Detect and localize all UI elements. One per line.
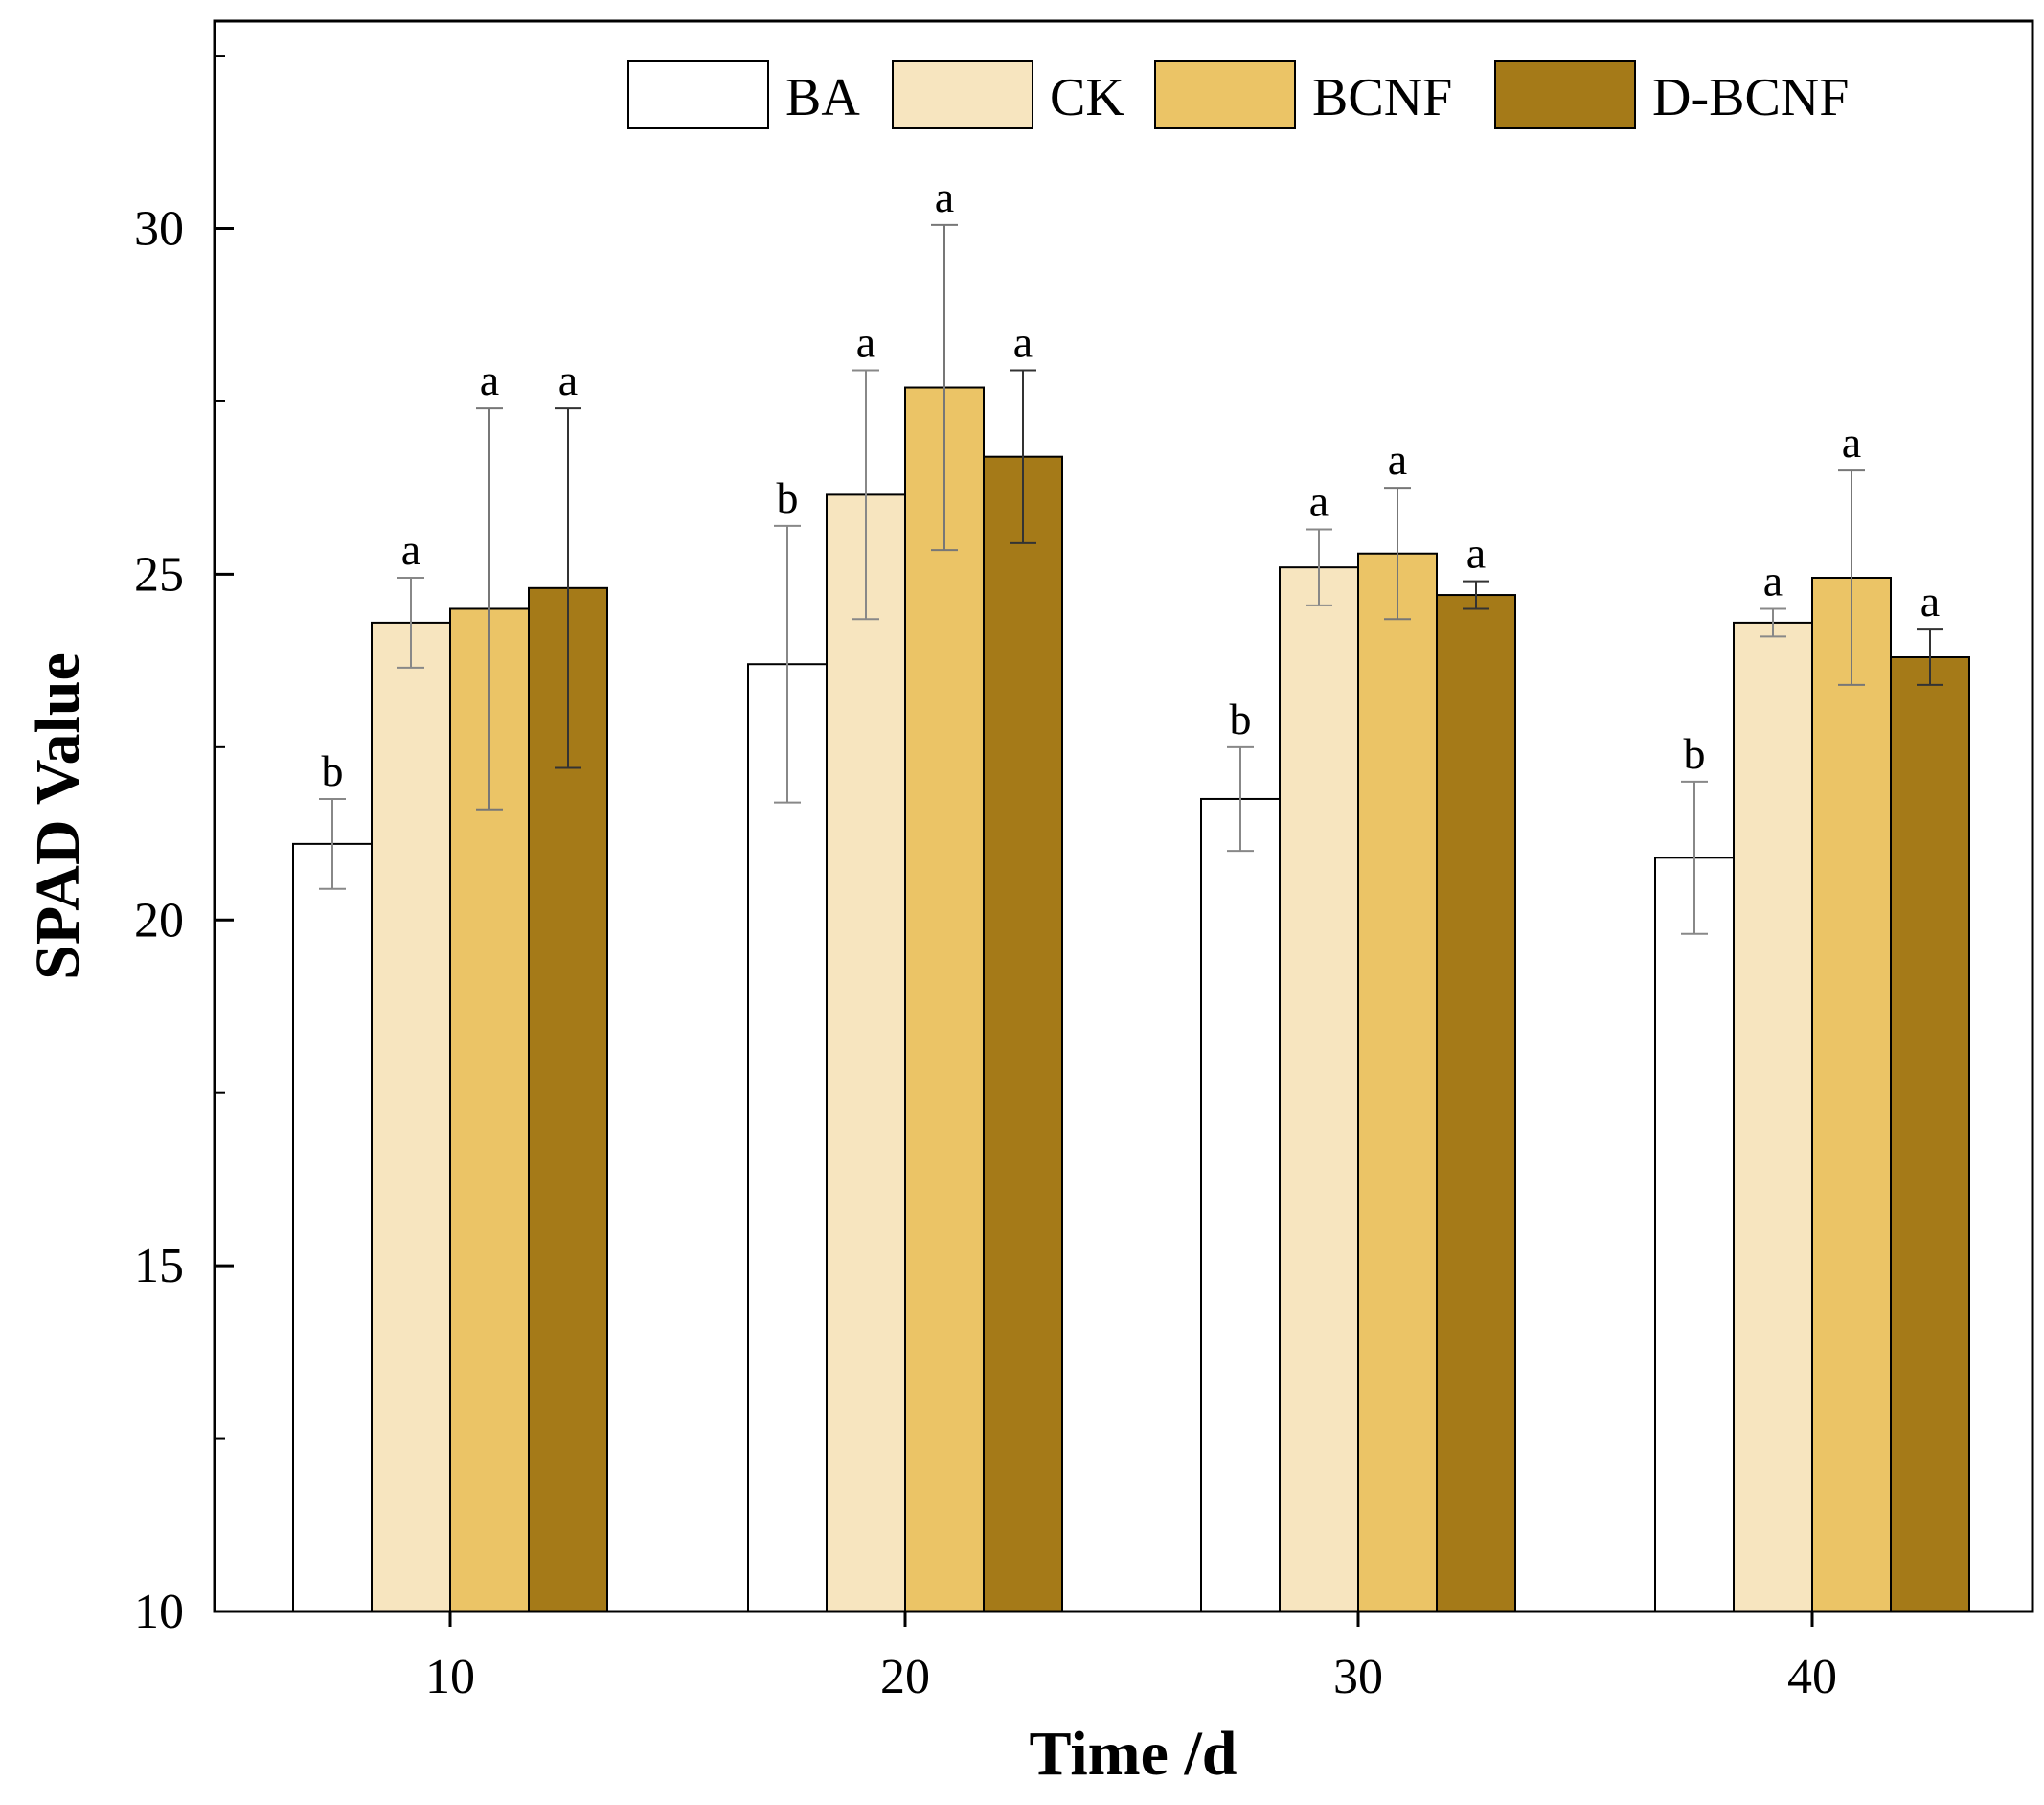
x-axis-title: Time /d	[1030, 1719, 1238, 1789]
legend-swatch	[627, 60, 769, 129]
errorbar-bcnf-30	[1384, 487, 1411, 621]
legend-swatch	[1154, 60, 1296, 129]
errorbar-d-bcnf-20	[1010, 369, 1036, 544]
significance-label: a	[856, 317, 875, 366]
bar-ck-40	[1733, 621, 1813, 1612]
errorbar-bcnf-10	[476, 407, 503, 811]
significance-label: b	[1230, 695, 1252, 743]
y-tick-label: 15	[134, 1239, 184, 1293]
significance-label: a	[558, 355, 578, 404]
significance-label: a	[401, 525, 420, 574]
significance-label: a	[935, 172, 954, 221]
errorbar-ba-20	[774, 524, 801, 804]
bar-ba-20	[747, 663, 828, 1612]
significance-label: a	[1763, 556, 1783, 605]
errorbar-d-bcnf-40	[1917, 628, 1943, 686]
significance-label: a	[1388, 435, 1407, 484]
legend-label: CK	[1050, 68, 1124, 127]
errorbar-d-bcnf-30	[1463, 580, 1489, 610]
bar-ck-10	[371, 621, 451, 1612]
errorbar-ba-40	[1681, 780, 1708, 935]
y-tick-label: 30	[134, 202, 184, 257]
y-tick-label: 10	[134, 1585, 184, 1639]
significance-label: a	[480, 355, 499, 404]
bar-d-bcnf-30	[1436, 594, 1516, 1612]
bars	[292, 386, 1970, 1613]
errorbar-ck-10	[397, 577, 424, 669]
legend-item-d-bcnf: D-BCNF	[1494, 60, 1849, 129]
bar-bcnf-30	[1357, 552, 1438, 1612]
significance-label: a	[1466, 529, 1486, 578]
significance-label: b	[1684, 729, 1706, 778]
legend-item-ba: BA	[627, 60, 860, 129]
bar-ck-20	[826, 493, 906, 1612]
legend: BA CK BCNF D-BCNF	[627, 60, 1849, 129]
legend-label: BCNF	[1312, 68, 1452, 127]
legend-swatch	[892, 60, 1033, 129]
legend-item-ck: CK	[892, 60, 1124, 129]
x-tick-label: 40	[1787, 1650, 1837, 1704]
significance-labels: b b b b a a a a a a a a a a a a	[322, 172, 1941, 795]
legend-label: D-BCNF	[1652, 68, 1849, 127]
legend-label: BA	[785, 68, 860, 127]
y-axis-title: SPAD Value	[23, 652, 93, 980]
significance-label: b	[777, 473, 799, 522]
y-tick-label: 25	[134, 547, 184, 602]
x-tick-label: 20	[880, 1650, 930, 1704]
bar-d-bcnf-40	[1890, 656, 1970, 1612]
errorbar-bcnf-20	[931, 223, 958, 552]
significance-label: a	[1842, 418, 1861, 467]
significance-label: a	[1309, 476, 1329, 525]
y-tick-label: 20	[134, 893, 184, 948]
legend-swatch	[1494, 60, 1636, 129]
bar-bcnf-40	[1811, 577, 1892, 1612]
error-bars	[319, 223, 1943, 935]
significance-label: a	[1920, 577, 1940, 626]
bar-ba-10	[292, 842, 373, 1612]
errorbar-ba-10	[319, 797, 346, 890]
bar-ba-30	[1200, 797, 1281, 1612]
errorbar-bcnf-40	[1838, 469, 1865, 686]
bar-ba-40	[1654, 857, 1735, 1612]
errorbar-d-bcnf-10	[555, 407, 581, 769]
significance-label: b	[322, 746, 344, 795]
bar-ck-30	[1279, 566, 1359, 1612]
x-tick-label: 30	[1333, 1650, 1383, 1704]
plot-frame	[213, 19, 2034, 1613]
legend-item-bcnf: BCNF	[1154, 60, 1452, 129]
bar-d-bcnf-20	[983, 455, 1063, 1612]
axes: 10 15 20 25 30 10 20 30 40	[134, 19, 2034, 1704]
bar-bcnf-20	[904, 386, 985, 1612]
errorbar-ck-20	[852, 369, 879, 621]
x-tick-label: 10	[425, 1650, 475, 1704]
errorbar-ba-30	[1227, 745, 1254, 853]
errorbar-ck-30	[1306, 528, 1332, 606]
significance-label: a	[1013, 317, 1033, 366]
errorbar-ck-40	[1760, 607, 1786, 638]
